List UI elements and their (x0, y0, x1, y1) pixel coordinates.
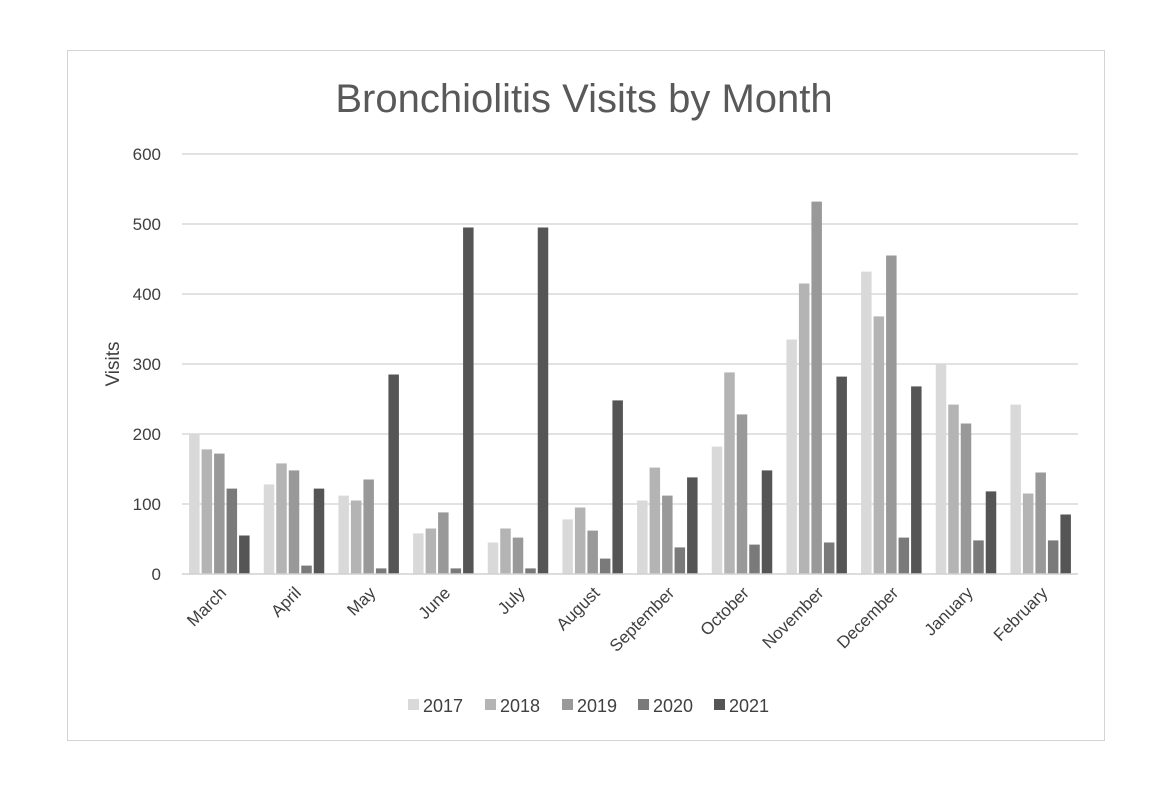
bar-2020-december (898, 537, 910, 574)
bar-2020-may (375, 568, 387, 574)
bar-2020-september (674, 547, 686, 574)
bar-2021-september (687, 477, 698, 574)
bar-2017-january (935, 364, 947, 574)
bar-2018-june (425, 528, 437, 574)
bar-2017-october (711, 446, 723, 574)
bar-2019-september (662, 495, 673, 574)
bar-2019-july (512, 537, 524, 574)
x-tick-label: February (990, 583, 1052, 645)
bar-2017-july (487, 542, 499, 574)
bar-2021-february (1060, 514, 1071, 574)
y-tick-label: 100 (133, 495, 161, 514)
y-tick-label: 400 (133, 285, 161, 304)
x-tick-label: August (553, 583, 604, 634)
legend: 2017 2018 2019 2020 2021 (408, 696, 769, 716)
legend-label: 2019 (577, 696, 617, 716)
y-tick-label: 600 (133, 145, 161, 164)
bar-2017-march (189, 434, 200, 574)
legend-swatch-2019 (562, 699, 573, 710)
bar-2017-november (786, 339, 797, 574)
legend-swatch-2021 (714, 699, 725, 710)
legend-label: 2017 (423, 696, 463, 716)
bar-2019-october (736, 414, 748, 574)
y-tick-label: 500 (133, 215, 161, 234)
bar-2019-june (438, 512, 449, 574)
bar-2018-february (1022, 493, 1034, 574)
chart-title: Bronchiolitis Visits by Month (335, 77, 832, 121)
x-tick-label: June (415, 583, 455, 623)
bar-2018-april (276, 463, 287, 574)
bar-2017-september (637, 500, 648, 574)
x-tick-label: July (494, 583, 529, 618)
bar-2021-may (388, 374, 399, 574)
bar-2018-january (948, 404, 959, 574)
bar-2021-august (612, 400, 623, 574)
bar-2019-december (886, 255, 897, 574)
bar-2019-february (1035, 472, 1046, 574)
x-tick-label: September (606, 583, 678, 655)
y-tick-label: 200 (133, 425, 161, 444)
legend-swatch-2020 (638, 699, 649, 710)
legend-label: 2020 (653, 696, 693, 716)
y-tick-label: 0 (152, 565, 161, 584)
legend-label: 2018 (500, 696, 540, 716)
x-tick-label: April (267, 583, 304, 620)
x-tick-label: May (343, 583, 379, 619)
bar-2019-may (363, 479, 374, 574)
bar-2019-january (960, 423, 972, 574)
bar-2018-march (201, 449, 213, 574)
bar-2020-october (749, 544, 760, 574)
bar-2017-april (263, 484, 275, 574)
bar-2020-january (973, 540, 984, 574)
bar-2019-november (811, 201, 822, 574)
gridlines (182, 153, 1078, 505)
bar-2018-september (649, 467, 661, 574)
bar-2021-january (985, 491, 997, 574)
y-axis-ticks: 0 100 200 300 400 500 600 (133, 145, 161, 584)
bar-2020-march (226, 488, 238, 574)
bar-2018-october (724, 372, 735, 574)
x-tick-label: March (183, 583, 230, 630)
bar-2021-march (239, 535, 250, 574)
bar-2018-august (574, 507, 586, 574)
x-tick-label: December (833, 583, 902, 652)
x-tick-label: October (697, 583, 753, 639)
bar-2019-august (587, 530, 598, 574)
bar-2018-december (873, 316, 885, 574)
bar-2019-march (214, 453, 225, 574)
bar-2017-december (861, 271, 872, 574)
legend-swatch-2017 (408, 699, 419, 710)
y-tick-label: 300 (133, 355, 161, 374)
chart-area (67, 50, 1105, 741)
bar-2020-august (599, 558, 611, 574)
bar-2021-october (761, 470, 773, 574)
legend-label: 2021 (729, 696, 769, 716)
y-axis-title: Visits (103, 341, 124, 386)
bar-2021-november (836, 376, 847, 574)
bar-2021-june (463, 227, 474, 574)
bar-2018-july (500, 528, 511, 574)
bar-2018-may (350, 500, 362, 574)
bar-2020-november (823, 542, 835, 574)
bar-2021-april (313, 488, 325, 574)
bar-2017-june (413, 533, 424, 574)
x-axis-ticks: March April May June July August September Octo… (183, 583, 1052, 656)
bar-2020-february (1047, 540, 1059, 574)
bar-2017-may (338, 495, 349, 574)
bar-2017-august (562, 519, 573, 574)
bar-2017-february (1010, 404, 1021, 574)
legend-swatch-2018 (485, 699, 496, 710)
bar-2021-december (911, 386, 922, 574)
x-tick-label: January (921, 583, 978, 640)
bar-2020-july (525, 568, 536, 574)
bar-2021-july (537, 227, 549, 574)
bar-2018-november (798, 283, 810, 574)
bar-2020-april (301, 565, 312, 574)
x-tick-label: November (759, 583, 828, 652)
bar-2019-april (288, 470, 300, 574)
bar-2020-june (450, 568, 462, 574)
bars (189, 201, 1071, 574)
